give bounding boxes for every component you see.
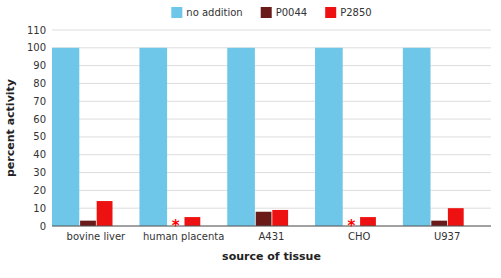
x-tick-label: CHO — [348, 231, 371, 242]
y-axis-label: percent activity — [4, 79, 17, 177]
bars — [52, 48, 464, 226]
bar — [52, 48, 79, 226]
y-tick-label: 40 — [33, 149, 46, 160]
bar — [139, 48, 167, 226]
x-axis-line — [52, 226, 491, 227]
bar — [80, 221, 96, 226]
grid-line — [52, 30, 491, 31]
chart: 0102030405060708090100110**bovine liverh… — [0, 0, 501, 278]
y-tick-label: 10 — [33, 203, 46, 214]
bar — [227, 48, 255, 226]
grid — [52, 30, 491, 226]
x-tick-label: A431 — [259, 231, 285, 242]
legend-swatch — [261, 7, 272, 18]
y-tick-label: 60 — [33, 114, 46, 125]
legend-item: P2850 — [325, 7, 371, 18]
bar — [431, 221, 447, 226]
legend-item: no addition — [171, 7, 242, 18]
x-tick-label: U937 — [434, 231, 460, 242]
bar — [272, 210, 288, 226]
y-tick-label: 50 — [33, 131, 46, 142]
x-axis: bovine liver human placenta A431 CHO U937 — [67, 231, 461, 242]
y-axis: 0 10 20 30 40 50 60 70 80 90 100 110 — [27, 25, 46, 232]
y-tick-label: 20 — [33, 185, 46, 196]
y-tick-label: 110 — [27, 25, 46, 36]
legend: no addition P0044 P2850 — [171, 7, 371, 18]
legend-swatch — [325, 7, 336, 18]
legend-label: P2850 — [340, 7, 371, 18]
grid-line — [52, 226, 491, 227]
y-tick-label: 30 — [33, 167, 46, 178]
bar — [360, 217, 376, 226]
y-tick-label: 80 — [33, 78, 46, 89]
bar — [448, 208, 464, 226]
bar — [256, 212, 272, 226]
x-tick-label: bovine liver — [67, 231, 126, 242]
y-tick-label: 0 — [40, 221, 46, 232]
y-tick-label: 100 — [27, 42, 46, 53]
legend-item: P0044 — [261, 7, 307, 18]
legend-label: P0044 — [276, 7, 307, 18]
y-tick-label: 90 — [33, 60, 46, 71]
bar — [184, 217, 200, 226]
y-tick-label: 70 — [33, 96, 46, 107]
bar — [315, 48, 343, 226]
legend-label: no addition — [186, 7, 242, 18]
x-tick-label: human placenta — [143, 231, 224, 242]
bar — [403, 48, 431, 226]
legend-swatch — [171, 7, 182, 18]
bar — [97, 201, 113, 226]
x-axis-label: source of tissue — [222, 250, 321, 263]
